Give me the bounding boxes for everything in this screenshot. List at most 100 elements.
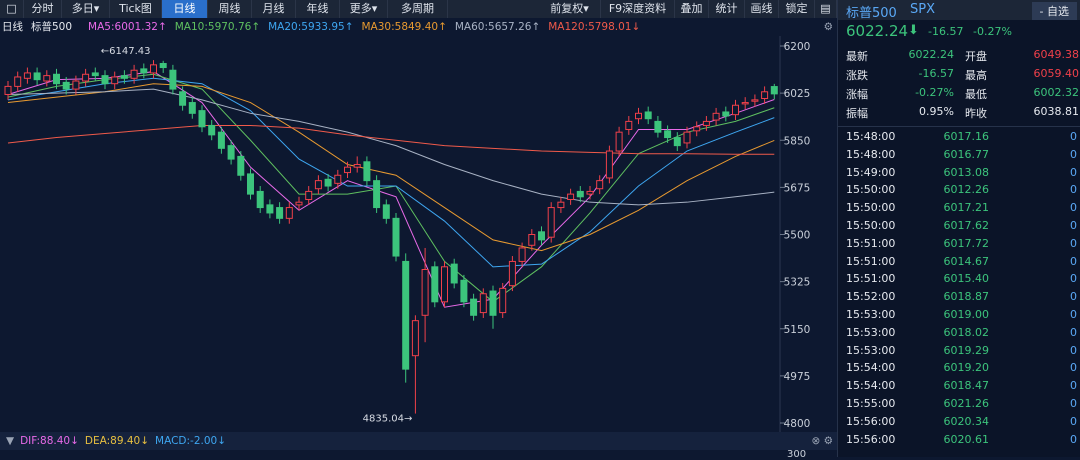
macd-axis-label: 300 <box>787 449 807 460</box>
candle-body <box>605 150 613 179</box>
trade-volume: 0 <box>1070 361 1077 375</box>
candle-body <box>305 190 313 200</box>
trade-price: 6017.21 <box>943 201 990 215</box>
candle-body <box>741 102 749 105</box>
y-tick-label: 5675 <box>784 182 811 194</box>
candle-body <box>770 86 778 95</box>
quote-label: 振幅 <box>846 107 868 120</box>
candle-body <box>237 155 245 176</box>
quote-label: 最高 <box>965 69 987 82</box>
trade-price: 6020.34 <box>943 414 990 428</box>
trade-time: 15:50:00 <box>846 183 896 197</box>
trade-time: 15:53:00 <box>846 325 896 339</box>
settings-icon[interactable]: ⚙ <box>823 21 833 33</box>
trade-time: 15:53:00 <box>846 343 896 357</box>
ma-line <box>7 73 775 303</box>
period-tab[interactable]: 月线 <box>252 0 296 18</box>
separator <box>838 126 1080 127</box>
period-tab[interactable]: 分时 <box>24 0 62 18</box>
trade-price: 6018.47 <box>943 379 990 393</box>
candle-body <box>450 263 458 284</box>
ma-arrow: ↑ <box>157 21 167 33</box>
y-tick-label: 5500 <box>784 230 811 242</box>
menu-icon[interactable]: □ <box>0 0 24 18</box>
period-tab[interactable]: 多日▾ <box>62 0 110 18</box>
trade-time: 15:51:00 <box>846 254 896 268</box>
candle-body <box>664 130 672 139</box>
max-annotation: ←6147.43 <box>101 46 151 57</box>
candle-body <box>693 126 701 132</box>
tool-button[interactable]: 统计 <box>709 0 745 18</box>
candle-body <box>470 298 478 316</box>
watch-button[interactable]: - 自选 <box>1031 2 1077 20</box>
y-tick-label: 5325 <box>784 277 811 289</box>
macd-icons[interactable]: ⊗ ⚙ <box>811 435 833 447</box>
tool-icon[interactable]: ▤ <box>815 0 837 18</box>
quote-value: 6059.40 <box>1033 67 1080 80</box>
period-tab[interactable]: Tick图 <box>110 0 162 18</box>
candle-body <box>62 81 70 90</box>
period-tab[interactable]: 日线 <box>162 0 208 18</box>
macd-legend: ▼ DIF:88.40↓ DEA:89.40↓ MACD:-2.00↓ ⊗ ⚙ <box>0 432 837 450</box>
ma-arrow: ↑ <box>344 21 354 33</box>
y-tick-label: 6200 <box>784 41 811 53</box>
candle-body <box>23 72 31 79</box>
ma-line <box>7 77 775 268</box>
period-tab[interactable]: 多周期 <box>388 0 448 18</box>
trade-time: 15:53:00 <box>846 308 896 321</box>
candle-body <box>644 111 652 120</box>
trade-volume: 0 <box>1070 165 1077 179</box>
ma-legend-item: MA120:5798.01 <box>548 21 632 33</box>
candle-body <box>72 80 80 90</box>
tool-button[interactable]: 锁定 <box>779 0 815 18</box>
trade-price: 6019.20 <box>943 361 990 375</box>
candle-body <box>538 231 545 241</box>
candle-body <box>140 68 148 74</box>
quote-label: 最低 <box>965 88 987 101</box>
quote-value: 6002.32 <box>1033 86 1080 99</box>
candle-body <box>33 72 41 81</box>
y-tick-label: 5150 <box>784 324 811 336</box>
trade-time: 15:49:00 <box>846 165 896 179</box>
candle-body <box>479 293 487 314</box>
ma-line <box>7 83 775 252</box>
trade-time: 15:50:00 <box>846 201 896 215</box>
tool-button[interactable]: 叠加 <box>675 0 709 18</box>
candle-body <box>91 72 99 77</box>
tool-button[interactable]: F9深度资料 <box>601 0 675 18</box>
collapse-icon[interactable]: ▼ <box>6 435 15 447</box>
macd-arrow: ↓ <box>70 435 79 447</box>
trade-volume: 0 <box>1070 308 1077 321</box>
candle-body <box>130 69 138 79</box>
quote-value: -16.57 <box>918 67 954 80</box>
candle-body <box>111 76 119 85</box>
trade-price: 6017.16 <box>943 130 990 143</box>
candle-body <box>363 161 371 182</box>
ma-arrow: ↓ <box>631 21 641 33</box>
candle-body <box>120 75 128 79</box>
candle-body <box>586 190 594 195</box>
candle-body <box>615 131 623 152</box>
spacer <box>448 0 539 18</box>
trade-volume: 0 <box>1070 183 1077 197</box>
symbol-label: 标普500 <box>31 21 73 33</box>
candle-body <box>247 173 254 195</box>
symbol-code: SPX <box>910 2 935 17</box>
candle-body <box>722 111 730 117</box>
tool-button[interactable]: 画线 <box>745 0 779 18</box>
candle-body <box>150 64 157 74</box>
kline-chart: 6200 6025 5850 5675 5500 5325 5150 4975 4800 ←614… <box>4 36 811 432</box>
ma-line <box>7 71 775 308</box>
tool-button[interactable]: 前复权▾ <box>539 0 601 18</box>
trade-volume: 0 <box>1070 219 1077 232</box>
candle-body <box>625 120 633 130</box>
trade-price: 6017.72 <box>943 236 990 250</box>
period-tab[interactable]: 更多▾ <box>340 0 388 18</box>
trade-time: 15:50:00 <box>846 219 896 232</box>
candle-body <box>557 201 565 209</box>
period-tab[interactable]: 周线 <box>208 0 252 18</box>
candle-body <box>712 112 720 121</box>
candle-body <box>528 234 536 246</box>
period-tab[interactable]: 年线 <box>296 0 340 18</box>
